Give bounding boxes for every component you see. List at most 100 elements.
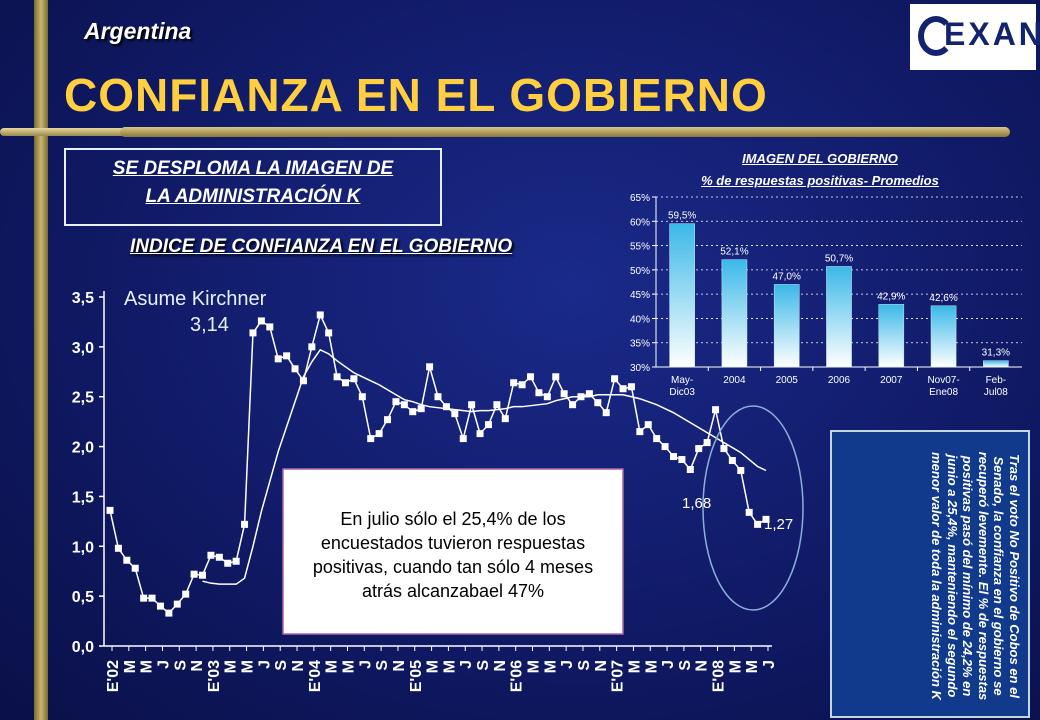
line-point xyxy=(569,401,577,409)
line-x-tick-label: M xyxy=(223,660,240,673)
bar-chart-subtitle: % de respuestas positivas- Promedios xyxy=(701,173,939,188)
line-x-tick-label: M xyxy=(643,660,660,673)
country-label: Argentina xyxy=(84,18,192,44)
line-x-tick-label: N xyxy=(391,660,408,672)
bar-category-label: Feb- xyxy=(986,375,1007,386)
line-point xyxy=(232,557,240,565)
line-point xyxy=(409,408,417,416)
line-x-tick-label: M xyxy=(526,660,543,673)
annotation-peak-label: Asume Kirchner xyxy=(124,288,267,310)
line-x-tick-label: J xyxy=(458,660,475,669)
line-point xyxy=(316,311,324,319)
line-point xyxy=(451,410,459,418)
bar-y-tick-label: 40% xyxy=(630,314,650,325)
line-y-tick-label: 2,5 xyxy=(72,390,94,407)
line-x-tick-label: M xyxy=(425,660,442,673)
line-point xyxy=(274,355,282,363)
header-divider xyxy=(120,127,1010,137)
line-x-tick-label: S xyxy=(172,660,189,671)
line-point xyxy=(720,445,728,453)
line-point xyxy=(241,520,249,528)
line-point xyxy=(199,571,207,579)
annotation-textbox-line: encuestados tuvieron respuestas xyxy=(321,533,585,553)
line-point xyxy=(283,352,291,360)
line-x-tick-label: E'07 xyxy=(610,660,627,692)
line-point xyxy=(754,520,762,528)
line-point xyxy=(678,456,686,464)
line-point xyxy=(510,379,518,387)
line-point xyxy=(518,381,526,389)
line-x-tick-label: N xyxy=(694,660,711,672)
line-x-tick-label: J xyxy=(155,660,172,669)
line-point xyxy=(114,544,122,552)
line-point xyxy=(728,457,736,465)
line-point xyxy=(426,363,434,371)
line-point xyxy=(308,343,316,351)
line-point xyxy=(358,393,366,401)
bar-value-label: 42,9% xyxy=(877,291,905,302)
bar xyxy=(878,304,905,368)
bar-value-label: 52,1% xyxy=(720,247,748,258)
line-point xyxy=(325,329,333,337)
line-point xyxy=(594,399,602,407)
annotation-peak-value: 3,14 xyxy=(190,314,229,336)
line-point xyxy=(762,515,770,523)
highlight-ellipse xyxy=(702,405,804,611)
line-x-tick-label: E'04 xyxy=(307,660,324,692)
line-point xyxy=(190,570,198,578)
line-x-tick-label: M xyxy=(626,660,643,673)
line-x-tick-label: M xyxy=(542,660,559,673)
line-y-tick-label: 1,0 xyxy=(72,539,94,556)
line-point xyxy=(266,323,274,331)
line-point xyxy=(434,393,442,401)
line-point xyxy=(165,609,173,617)
annotation-textbox-line: En julio sólo el 25,4% de los xyxy=(340,509,565,529)
line-point xyxy=(560,390,568,398)
bar-value-label: 50,7% xyxy=(825,253,853,264)
line-x-tick-label: M xyxy=(727,660,744,673)
line-point xyxy=(131,564,139,572)
line-point xyxy=(257,317,265,325)
line-point xyxy=(384,416,392,424)
bar-value-label: 31,3% xyxy=(982,348,1010,359)
line-point xyxy=(459,435,467,443)
line-point xyxy=(333,373,341,381)
line-point xyxy=(367,435,375,443)
bar-y-tick-label: 30% xyxy=(630,363,650,374)
line-point xyxy=(527,373,535,381)
line-point xyxy=(400,401,408,409)
bar xyxy=(983,360,1009,368)
line-point xyxy=(156,602,164,610)
line-point xyxy=(484,421,492,429)
line-x-tick-label: N xyxy=(492,660,509,672)
bar-category-label: 2006 xyxy=(828,375,851,386)
line-point xyxy=(182,590,190,598)
line-point xyxy=(468,401,476,409)
bar xyxy=(669,223,695,368)
line-point xyxy=(653,435,661,443)
line-y-tick-label: 0,5 xyxy=(72,589,94,606)
line-x-tick-label: N xyxy=(593,660,610,672)
line-x-tick-label: N xyxy=(189,660,206,672)
line-point xyxy=(661,443,669,451)
bar-category-label: Dic03 xyxy=(669,387,695,398)
side-note-text: Tras el voto No Positivo de Cobos en el … xyxy=(929,451,1023,701)
line-point xyxy=(627,383,635,391)
line-x-tick-label: J xyxy=(559,660,576,669)
line-point xyxy=(535,389,543,397)
subtitle-line-1: SE DESPLOMA LA IMAGEN DE xyxy=(112,158,394,179)
line-point xyxy=(611,375,619,383)
line-x-tick-label: S xyxy=(475,660,492,671)
bar-chart-title-block: IMAGEN DEL GOBIERNO % de respuestas posi… xyxy=(620,148,1020,192)
line-point xyxy=(299,377,307,385)
line-point xyxy=(686,466,694,474)
line-chart-title: INDICE DE CONFIANZA EN EL GOBIERNO xyxy=(130,236,513,257)
line-x-tick-label: M xyxy=(441,660,458,673)
line-x-tick-label: E'02 xyxy=(105,660,122,692)
bar-y-tick-label: 45% xyxy=(630,290,650,301)
logo-text: EXANTE xyxy=(944,16,1040,52)
header-divider-left xyxy=(0,128,122,136)
line-point xyxy=(712,406,720,414)
bar-y-tick-label: 50% xyxy=(630,266,650,277)
